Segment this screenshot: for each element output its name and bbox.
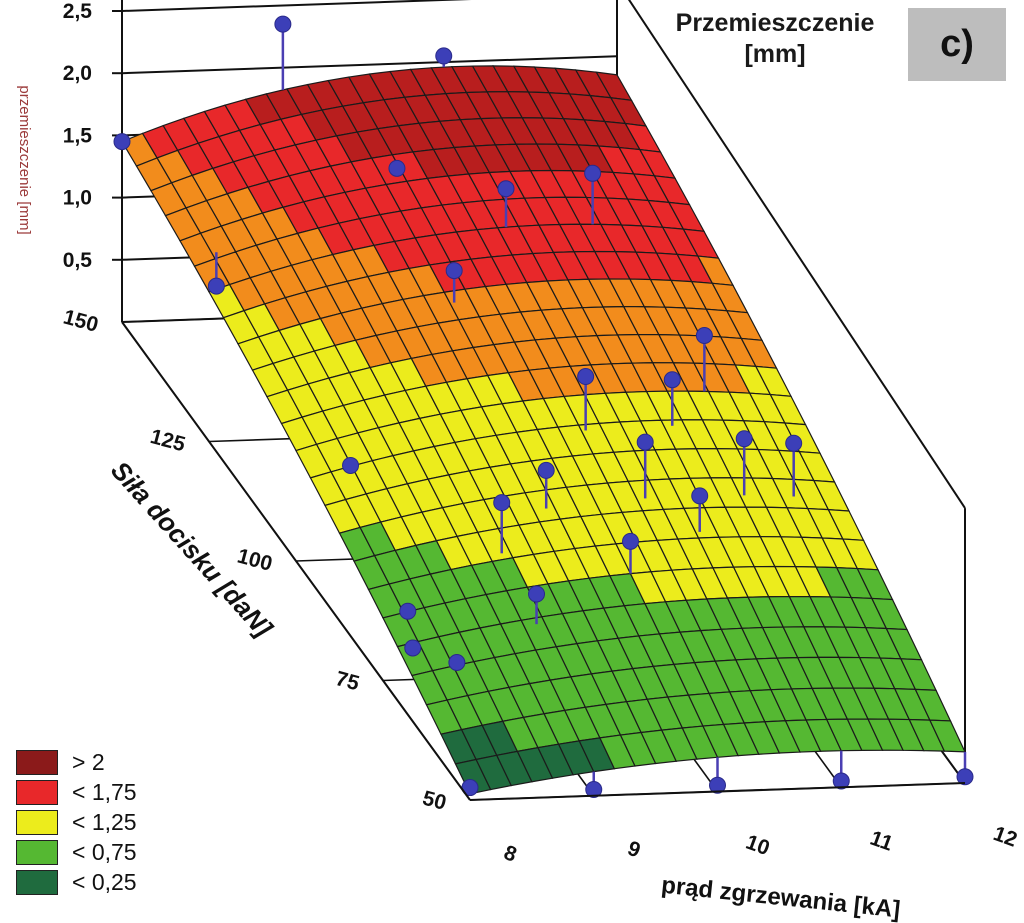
data-point xyxy=(584,164,602,182)
z-gridline xyxy=(121,55,618,75)
data-point xyxy=(404,639,422,657)
legend-item: > 2 xyxy=(16,748,216,777)
z-axis-label: przemieszczenie [mm] xyxy=(16,85,33,234)
axis-box-front xyxy=(121,321,966,801)
data-point xyxy=(832,772,850,790)
y-tick-label: 75 xyxy=(333,667,362,695)
z-tick-label: 1,5 xyxy=(63,124,93,147)
data-point xyxy=(691,487,709,505)
x-tick-label: 11 xyxy=(867,827,896,856)
panel-badge: c) xyxy=(908,8,1006,81)
x-tick-label: 8 xyxy=(501,841,520,867)
data-point xyxy=(399,602,417,620)
legend-item: < 1,75 xyxy=(16,778,216,807)
y-tick-label: 100 xyxy=(235,545,275,576)
data-point xyxy=(695,326,713,344)
legend-item: < 0,75 xyxy=(16,838,216,867)
legend-swatch xyxy=(16,840,58,865)
x-tick-label: 10 xyxy=(743,831,773,861)
axis-edge xyxy=(121,321,471,801)
data-point xyxy=(735,430,753,448)
data-point xyxy=(956,768,974,786)
x-tick-label: 12 xyxy=(990,822,1020,852)
surface-cell xyxy=(928,719,966,753)
y-tick-label: 50 xyxy=(420,787,449,815)
legend-label: < 1,25 xyxy=(72,809,137,835)
chart-title-line1: Przemieszczenie xyxy=(675,9,875,37)
y-tick-label: 125 xyxy=(148,425,188,456)
data-point xyxy=(785,434,803,452)
z-gridline xyxy=(121,0,472,12)
chart-title: Przemieszczenie [mm] xyxy=(640,8,910,70)
legend-label: < 0,25 xyxy=(72,869,137,895)
legend-swatch xyxy=(16,870,58,895)
data-point xyxy=(585,781,603,799)
data-point xyxy=(207,277,225,295)
legend-label: < 1,75 xyxy=(72,779,137,805)
data-point xyxy=(448,654,466,671)
data-point xyxy=(622,532,639,550)
data-point xyxy=(709,776,726,794)
data-points xyxy=(113,15,974,799)
data-point xyxy=(577,368,595,386)
chart-title-line2: [mm] xyxy=(744,40,806,68)
z-tick-label: 0,5 xyxy=(63,249,93,272)
data-point xyxy=(274,15,292,33)
y-tick-label: 150 xyxy=(61,306,101,337)
legend-label: < 0,75 xyxy=(72,839,137,865)
z-tick-label: 2,5 xyxy=(63,0,93,23)
data-point xyxy=(445,262,463,280)
data-point xyxy=(636,433,654,451)
data-point xyxy=(113,133,131,151)
data-point xyxy=(663,371,681,389)
legend-item: < 0,25 xyxy=(16,868,216,897)
legend-label: > 2 xyxy=(72,749,105,775)
data-point xyxy=(528,585,546,603)
x-axis-label: prąd zgrzewania [kA] xyxy=(660,872,902,923)
z-tick-label: 1,0 xyxy=(63,187,92,210)
legend-swatch xyxy=(16,780,58,805)
legend-swatch xyxy=(16,750,58,775)
legend: > 2 < 1,75 < 1,25 < 0,75 < 0,25 xyxy=(16,748,216,898)
legend-item: < 1,25 xyxy=(16,808,216,837)
surface-mesh xyxy=(121,65,966,795)
axis-edge xyxy=(627,0,966,509)
axis-edge xyxy=(469,782,966,801)
data-point xyxy=(388,159,406,177)
data-point xyxy=(435,47,453,65)
data-point xyxy=(342,456,360,474)
x-tick-label: 9 xyxy=(625,837,644,863)
data-point xyxy=(497,180,515,198)
data-point xyxy=(537,461,555,479)
data-point xyxy=(493,494,511,512)
legend-swatch xyxy=(16,810,58,835)
z-tick-label: 2,0 xyxy=(63,62,92,85)
